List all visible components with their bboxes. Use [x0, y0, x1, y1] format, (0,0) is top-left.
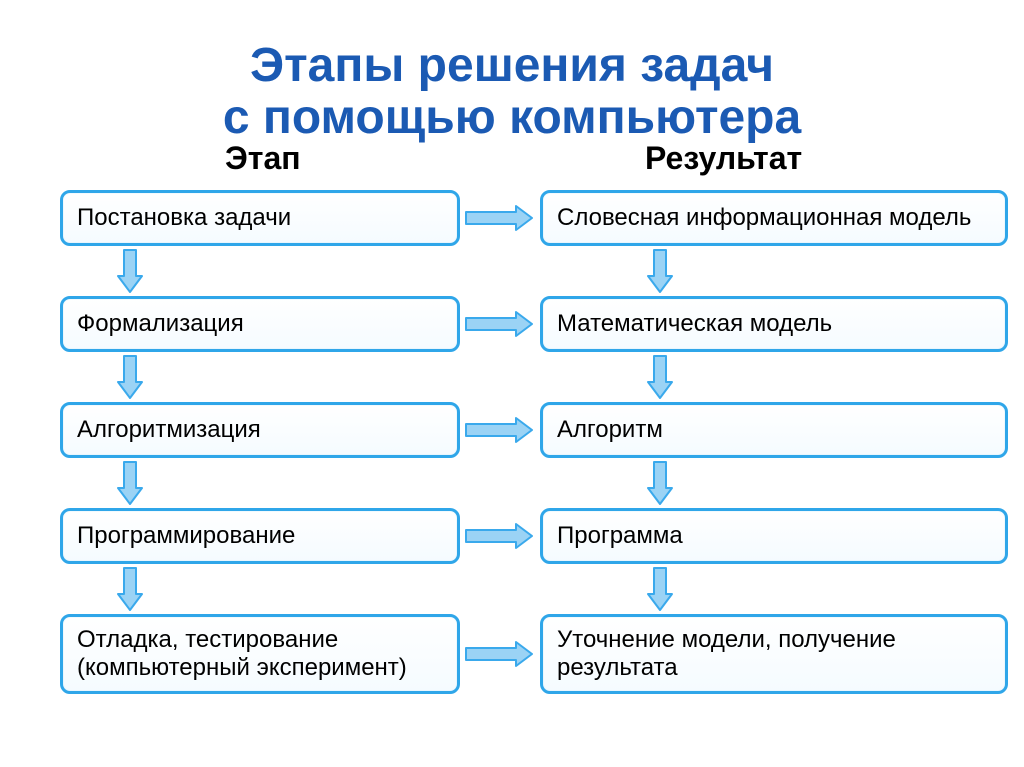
stage-box-4-label: Отладка, тестирование (компьютерный эксп…: [77, 626, 443, 683]
v-arrow-left-1: [118, 356, 142, 398]
v-arrow-left-0: [118, 250, 142, 292]
stage-box-0: Постановка задачи: [60, 190, 460, 246]
result-box-2: Алгоритм: [540, 402, 1008, 458]
result-box-1-label: Математическая модель: [557, 310, 832, 338]
h-arrow-4: [466, 642, 532, 666]
stage-box-3: Программирование: [60, 508, 460, 564]
title-line1: Этапы решения задач: [250, 39, 774, 92]
v-arrow-right-2: [648, 462, 672, 504]
stage-box-1: Формализация: [60, 296, 460, 352]
v-arrow-left-2: [118, 462, 142, 504]
v-arrow-right-0: [648, 250, 672, 292]
stage-box-3-label: Программирование: [77, 522, 295, 550]
h-arrow-0: [466, 206, 532, 230]
result-box-1: Математическая модель: [540, 296, 1008, 352]
v-arrow-right-1: [648, 356, 672, 398]
result-box-3: Программа: [540, 508, 1008, 564]
slide-root: { "title": { "line1": "Этапы решения зад…: [0, 0, 1024, 767]
h-arrow-2: [466, 418, 532, 442]
stage-box-1-label: Формализация: [77, 310, 244, 338]
v-arrow-right-3: [648, 568, 672, 610]
stage-box-4: Отладка, тестирование (компьютерный эксп…: [60, 614, 460, 694]
stage-box-2: Алгоритмизация: [60, 402, 460, 458]
result-box-2-label: Алгоритм: [557, 416, 663, 444]
title-line2: с помощью компьютера: [223, 91, 801, 144]
result-box-4-label: Уточнение модели, получение результата: [557, 626, 991, 683]
result-box-0: Словесная информационная модель: [540, 190, 1008, 246]
header-result: Результат: [645, 140, 802, 177]
v-arrow-left-3: [118, 568, 142, 610]
result-box-4: Уточнение модели, получение результата: [540, 614, 1008, 694]
stage-box-2-label: Алгоритмизация: [77, 416, 261, 444]
main-title: Этапы решения задач с помощью компьютера: [0, 40, 1024, 144]
result-box-0-label: Словесная информационная модель: [557, 204, 971, 232]
header-stage: Этап: [225, 140, 301, 177]
result-box-3-label: Программа: [557, 522, 683, 550]
stage-box-0-label: Постановка задачи: [77, 204, 291, 232]
h-arrow-3: [466, 524, 532, 548]
h-arrow-1: [466, 312, 532, 336]
